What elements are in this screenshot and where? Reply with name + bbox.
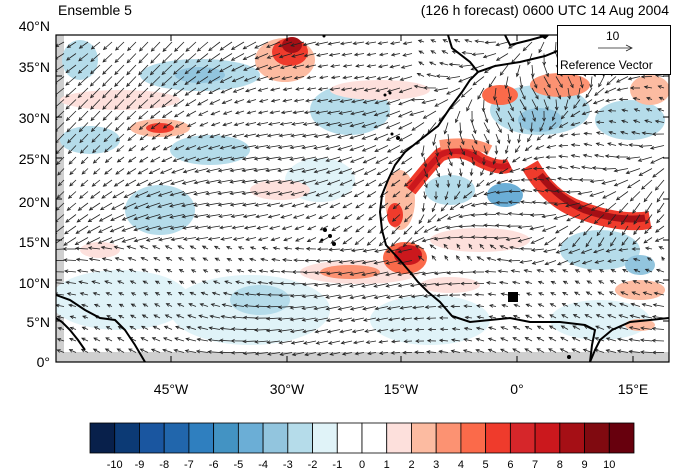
- lat-tick-label: 10°N: [18, 275, 50, 291]
- colorbar-swatch: [435, 422, 462, 454]
- lat-tick-label: 30°N: [18, 110, 50, 126]
- lat-tick-label: 20°N: [18, 194, 50, 210]
- colorbar-swatch: [509, 422, 536, 454]
- colorbar-label: -9: [134, 459, 145, 471]
- colorbar-swatch: [262, 422, 289, 454]
- colorbar-swatch: [237, 422, 264, 454]
- reference-arrow-icon: [598, 44, 633, 52]
- colorbar-label: 7: [532, 459, 539, 471]
- lat-tick-label: 15°N: [18, 234, 50, 250]
- colorbar-label: 6: [507, 459, 514, 471]
- colorbar-label: 3: [433, 459, 440, 471]
- colorbar-swatch: [139, 422, 165, 454]
- colorbar-swatch: [287, 422, 313, 454]
- colorbar-label: -7: [184, 459, 194, 471]
- colorbar-label: 4: [457, 459, 464, 471]
- colorbar-swatch: [89, 422, 116, 454]
- colorbar-swatch: [386, 422, 412, 454]
- colorbar-swatch: [188, 422, 215, 454]
- lat-tick-label: 25°N: [18, 151, 50, 167]
- colorbar-label: 10: [603, 459, 616, 471]
- islands: [320, 34, 571, 359]
- plot-title-left: Ensemble 5: [58, 2, 132, 18]
- lat-tick-label: 5°N: [26, 314, 51, 330]
- colorbar-label: 5: [482, 459, 489, 471]
- colorbar-label: 8: [556, 459, 563, 471]
- lat-tick-label: 35°N: [18, 59, 50, 75]
- colorbar-label: 9: [581, 459, 588, 471]
- colorbar-label: 2: [408, 459, 415, 471]
- colorbar-swatch: [485, 422, 511, 454]
- lon-tick-label: 30°W: [269, 381, 305, 397]
- colorbar-label: -8: [159, 459, 170, 471]
- reference-vector-label: Reference Vector: [560, 58, 653, 72]
- lon-tick-label: 0°: [510, 381, 524, 397]
- wind-anomaly-map: [55, 34, 670, 363]
- colorbar-label: -10: [106, 459, 123, 471]
- colorbar-label: -2: [307, 459, 318, 471]
- lon-tick-label: 15°E: [617, 381, 649, 397]
- colorbar-swatch: [213, 422, 239, 454]
- colorbar-label: 0: [358, 459, 366, 471]
- lat-tick-label: 40°N: [18, 18, 50, 34]
- colorbar-label: -6: [208, 459, 219, 471]
- plot-title-right: (126 h forecast) 0600 UTC 14 Aug 2004: [420, 2, 669, 18]
- colorbar-swatch: [559, 422, 585, 454]
- colorbar-label: 1: [383, 459, 390, 471]
- colorbar-swatch: [534, 422, 561, 454]
- colorbar-label: -1: [332, 459, 343, 471]
- colorbar-swatch: [312, 422, 338, 454]
- colorbar-label: -5: [233, 459, 244, 471]
- colorbar-swatch: [163, 422, 190, 454]
- colorbar-swatch: [411, 422, 437, 454]
- colorbar-swatch: [361, 422, 388, 454]
- colorbar-swatch: [114, 422, 140, 454]
- lon-tick-label: 45°W: [153, 381, 189, 397]
- colorbar-label: -3: [282, 459, 293, 471]
- lat-tick-label: 0°: [36, 354, 50, 370]
- reference-vector-magnitude: 10: [606, 29, 620, 43]
- reference-vector-box: [557, 25, 671, 75]
- colorbar-swatch: [608, 422, 635, 454]
- colorbar-swatch: [460, 422, 487, 454]
- colorbar-swatch: [584, 422, 610, 454]
- colorbar-swatch: [336, 422, 363, 454]
- lon-tick-label: 15°W: [383, 381, 419, 397]
- colorbar-label: -4: [258, 459, 268, 471]
